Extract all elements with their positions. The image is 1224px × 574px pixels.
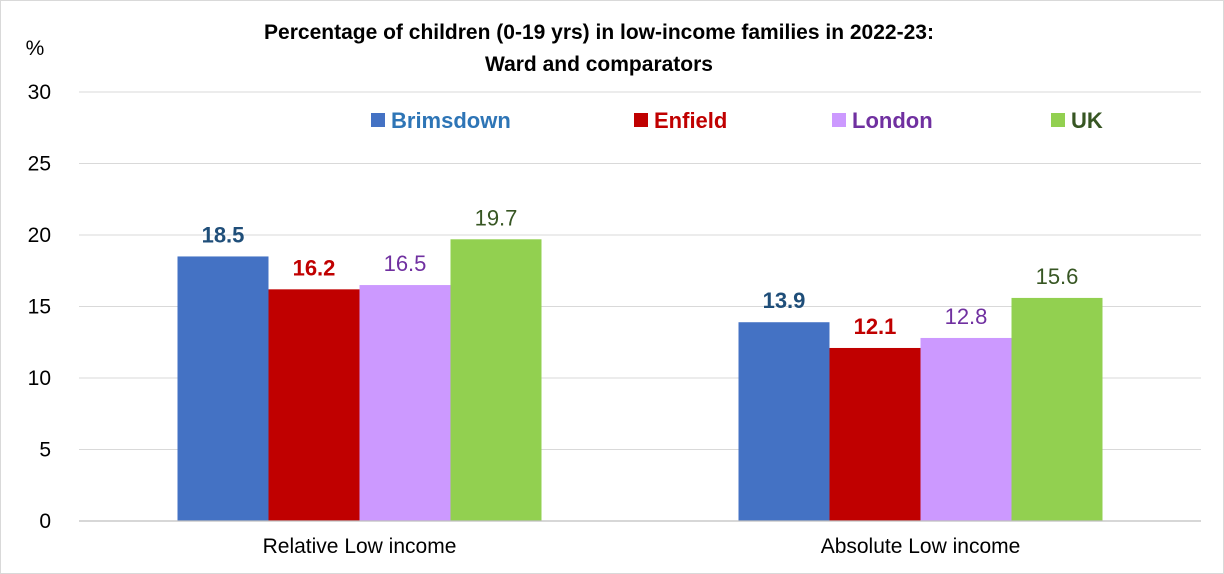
bar-london-2 [920,337,1012,521]
y-tick-label: 20 [28,224,51,247]
legend-swatch-brimsdown [371,113,385,127]
data-label-brimsdown-2: 13.9 [763,288,806,313]
data-label-brimsdown-1: 18.5 [202,222,245,247]
data-labels: 18.5 16.2 16.5 19.7 13.9 12.1 12.8 15.6 [202,205,1079,339]
legend-swatch-uk [1051,113,1065,127]
legend-label-brimsdown: Brimsdown [391,108,511,133]
data-label-enfield-2: 12.1 [854,314,897,339]
data-label-uk-1: 19.7 [475,205,518,230]
data-label-uk-2: 15.6 [1036,264,1079,289]
legend-swatch-enfield [634,113,648,127]
y-tick-label: 5 [39,439,51,462]
data-label-london-2: 12.8 [945,304,988,329]
y-tick-label: 15 [28,296,51,319]
y-tick-label: 10 [28,367,51,390]
y-axis-label: % [26,37,45,60]
bar-brimsdown-2 [738,322,830,521]
bar-london-1 [359,285,451,521]
chart-title: Percentage of children (0-19 yrs) in low… [264,21,934,44]
bar-enfield-1 [268,289,360,521]
bars [177,239,1103,522]
axes: 0 5 10 15 20 25 30 Relative Low income Absolute … [28,81,1201,558]
y-tick-label: 30 [28,81,51,104]
y-tick-label: 0 [39,510,51,533]
legend-label-london: London [852,108,933,133]
data-label-enfield-1: 16.2 [293,255,336,280]
chart-subtitle: Ward and comparators [485,53,713,76]
x-category-label: Absolute Low income [821,535,1021,558]
y-tick-label: 25 [28,153,51,176]
legend-swatch-london [832,113,846,127]
bar-uk-2 [1011,297,1103,521]
legend-label-enfield: Enfield [654,108,727,133]
legend: Brimsdown Enfield London UK [371,108,1103,133]
x-category-label: Relative Low income [263,535,457,558]
bar-enfield-2 [829,347,921,521]
bar-uk-1 [450,239,542,522]
bar-brimsdown-1 [177,256,269,521]
legend-label-uk: UK [1071,108,1103,133]
data-label-london-1: 16.5 [384,251,427,276]
